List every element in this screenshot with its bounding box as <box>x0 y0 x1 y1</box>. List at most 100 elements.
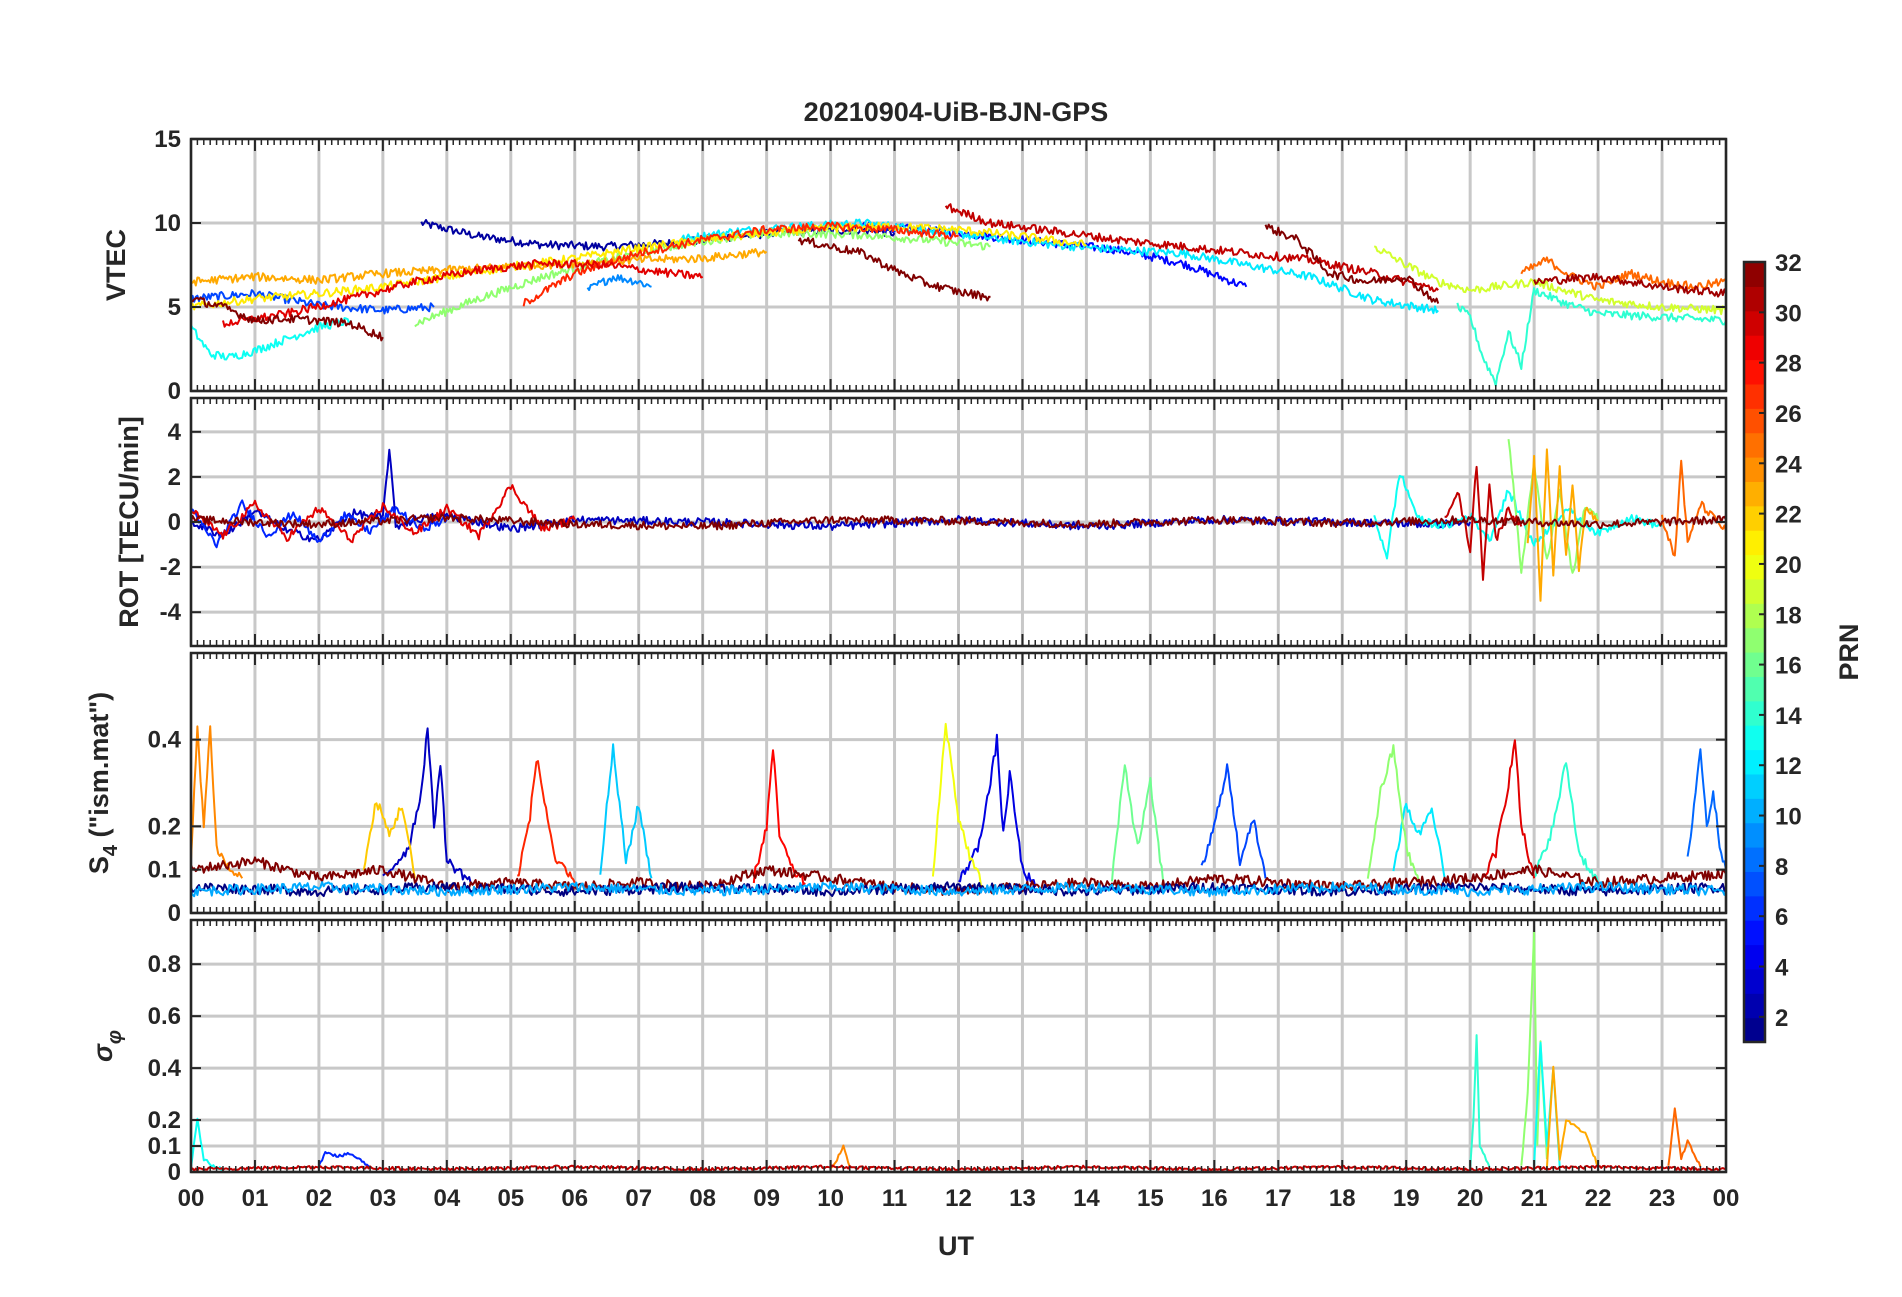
colorbar-band <box>1744 627 1765 653</box>
colorbar-band <box>1744 798 1765 824</box>
colorbar-band <box>1744 920 1765 946</box>
x-tick-label: 03 <box>370 1185 397 1212</box>
colorbar-band <box>1744 432 1765 458</box>
series-line-prn-29 <box>1482 739 1536 879</box>
colorbar-band <box>1744 944 1765 970</box>
y-tick-label: 5 <box>168 294 181 321</box>
series-line-prn-22 <box>362 802 416 879</box>
y-tick-label: 0.1 <box>148 857 181 884</box>
series-line-prn-16 <box>1111 764 1165 883</box>
panel-vtec: 0 5 10 15 VTEC <box>101 126 1728 405</box>
series-line-prn-23 <box>1526 448 1599 602</box>
colorbar-tick-label: 6 <box>1775 904 1788 931</box>
colorbar-tick-label: 2 <box>1775 1005 1788 1032</box>
colorbar-band <box>1744 749 1765 775</box>
colorbar-band <box>1744 1017 1765 1043</box>
x-tick-label: 17 <box>1265 1185 1292 1212</box>
series-line-prn-13 <box>191 317 352 361</box>
colorbar-band <box>1744 262 1765 287</box>
x-tick-label: 06 <box>561 1185 588 1212</box>
y-tick-label: 0.4 <box>148 1055 182 1082</box>
x-tick-label: 02 <box>306 1185 333 1212</box>
x-tick-label: 04 <box>433 1185 460 1212</box>
series-line-prn-20 <box>931 722 985 888</box>
y-tick-label: 0.6 <box>148 1003 181 1030</box>
series-line-prn-25 <box>1520 256 1726 291</box>
colorbar-band <box>1744 725 1765 751</box>
colorbar-band <box>1744 847 1765 872</box>
x-tick-label: 07 <box>625 1185 652 1212</box>
series-line-prn-23 <box>1545 1065 1599 1169</box>
series-line-prn-19 <box>1373 245 1726 316</box>
y-tick-label: -4 <box>160 599 182 626</box>
colorbar-band <box>1744 554 1765 580</box>
y-axis-label-s4: S4 ("ism.mat") <box>84 692 122 874</box>
series-line-prn-32 <box>191 513 1726 531</box>
series-line-prn-3 <box>382 727 473 885</box>
y-tick-label: 0.4 <box>148 727 182 754</box>
series-line-prn-6 <box>191 499 448 549</box>
y-tick-label: 4 <box>168 419 182 446</box>
y-tick-label: 10 <box>154 210 181 237</box>
series-line-prn-29 <box>222 258 704 328</box>
colorbar-label: PRN <box>1834 623 1864 680</box>
colorbar-tick-label: 24 <box>1775 451 1802 478</box>
y-tick-label: 0 <box>168 900 181 927</box>
colorbar-band <box>1744 652 1765 677</box>
colorbar-band <box>1744 505 1765 531</box>
x-tick-label: 16 <box>1201 1185 1228 1212</box>
colorbar-frame <box>1742 260 1767 1044</box>
series-line-prn-9 <box>586 274 652 292</box>
colorbar-band <box>1744 578 1765 604</box>
colorbar-band <box>1744 408 1765 434</box>
x-tick-label: 00 <box>178 1185 205 1212</box>
colorbar-tick-label: 10 <box>1775 804 1802 831</box>
x-tick-label: 14 <box>1073 1185 1100 1212</box>
series-line-prn-17 <box>1366 744 1420 883</box>
y-axis-label-vtec: VTEC <box>101 229 131 301</box>
x-tick-label: 08 <box>689 1185 716 1212</box>
colorbar-band <box>1744 603 1765 629</box>
series-line-prn-24 <box>830 1144 851 1169</box>
x-tick-label: 18 <box>1329 1185 1356 1212</box>
x-tick-label: 01 <box>242 1185 269 1212</box>
colorbar-tick-label: 32 <box>1775 250 1802 277</box>
colorbar-band <box>1744 359 1765 385</box>
x-axis-label: UT <box>938 1231 974 1261</box>
colorbar-band <box>1744 676 1765 702</box>
x-tick-label: 13 <box>1009 1185 1036 1212</box>
colorbar-tick-label: 14 <box>1775 703 1802 730</box>
series-line-prn-11 <box>599 743 653 879</box>
x-tick-label: 10 <box>817 1185 844 1212</box>
series-line-prn-30 <box>1444 465 1523 581</box>
series-line-prn-10 <box>191 880 1726 898</box>
x-tick-label: 19 <box>1393 1185 1420 1212</box>
series-group <box>191 722 1726 898</box>
x-tick-label: 21 <box>1521 1185 1548 1212</box>
x-tick-label: 20 <box>1457 1185 1484 1212</box>
series-line-prn-29 <box>191 484 576 544</box>
y-tick-label: 0.8 <box>148 951 181 978</box>
colorbar-tick-label: 22 <box>1775 502 1802 529</box>
colorbar-tick-label: 28 <box>1775 351 1802 378</box>
colorbar-tick-label: 18 <box>1775 602 1802 629</box>
panel-s4: 0 0.1 0.2 0.4 S4 ("ism.mat") <box>84 651 1728 927</box>
y-tick-label: 0 <box>168 509 181 536</box>
series-line-prn-13 <box>191 1117 224 1171</box>
y-tick-label: 15 <box>154 126 181 153</box>
series-line-prn-25 <box>1667 1107 1702 1168</box>
y-tick-label: -2 <box>160 554 181 581</box>
x-tick-label: 22 <box>1585 1185 1612 1212</box>
series-group <box>191 438 1726 602</box>
series-line-prn-17 <box>1507 438 1600 574</box>
panel-sigma_phi: 00.10.2 0.4 0.6 0.8 σφ 00 01 02 03 04 05 06 07 08 09 10… <box>88 918 1739 1212</box>
colorbar-tick-label: 20 <box>1775 552 1802 579</box>
series-line-prn-14 <box>1469 1034 1491 1168</box>
colorbar-tick-label: 26 <box>1775 401 1802 428</box>
colorbar-tick-label: 16 <box>1775 653 1802 680</box>
colorbar-band <box>1744 773 1765 799</box>
panel-rot: -4 -2 0 2 4 ROT [TECU/min] <box>114 396 1728 648</box>
series-line-prn-7 <box>191 289 435 315</box>
